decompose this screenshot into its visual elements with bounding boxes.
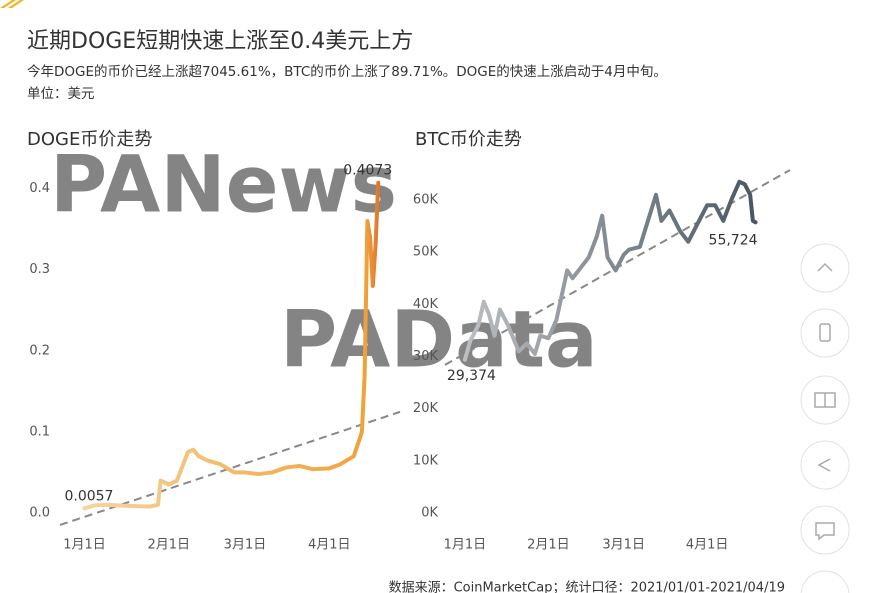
x-tick-label: 1月1日 bbox=[444, 538, 487, 553]
y-tick-label: 0.3 bbox=[29, 262, 50, 277]
watermark: PAData bbox=[280, 295, 598, 385]
y-tick-label: 0.2 bbox=[29, 343, 50, 358]
chart-title: DOGE币价走势 bbox=[27, 129, 152, 150]
side-toolbar bbox=[800, 243, 850, 593]
icon bbox=[819, 323, 831, 342]
share-button[interactable] bbox=[800, 440, 850, 490]
logo-stripes bbox=[0, 0, 24, 8]
x-tick-label: 2月1日 bbox=[148, 538, 191, 553]
price-line bbox=[462, 179, 758, 362]
y-tick-label: 0.1 bbox=[29, 424, 50, 439]
y-tick-label: 0.0 bbox=[29, 505, 50, 520]
source-note: 数据来源：CoinMarketCap；统计口径：2021/01/01-2021/… bbox=[389, 581, 785, 593]
y-tick-label: 40K bbox=[413, 297, 439, 312]
chart-title: BTC币价走势 bbox=[415, 129, 522, 150]
x-tick-label: 1月1日 bbox=[63, 538, 106, 553]
x-tick-label: 3月1日 bbox=[602, 538, 645, 553]
y-tick-label: 50K bbox=[413, 245, 439, 260]
x-tick-label: 2月1日 bbox=[527, 538, 570, 553]
value-label: 0.0057 bbox=[64, 488, 113, 504]
icon bbox=[817, 458, 831, 472]
x-tick-label: 4月1日 bbox=[686, 538, 729, 553]
value-label: 55,724 bbox=[709, 232, 758, 248]
page-title: 近期DOGE短期快速上涨至0.4美元上方 bbox=[27, 29, 413, 54]
unit: 单位：美元 bbox=[27, 86, 95, 102]
y-tick-label: 10K bbox=[413, 453, 439, 468]
y-tick-label: 20K bbox=[413, 401, 439, 416]
back-to-top-button[interactable] bbox=[800, 243, 850, 293]
y-tick-label: 0K bbox=[421, 505, 438, 520]
y-tick-label: 60K bbox=[413, 192, 439, 207]
icon bbox=[817, 262, 833, 272]
x-tick-label: 3月1日 bbox=[224, 538, 267, 553]
more-button[interactable] bbox=[800, 570, 850, 593]
value-label: 29,374 bbox=[447, 368, 496, 384]
x-tick-label: 4月1日 bbox=[308, 538, 351, 553]
icon bbox=[815, 522, 835, 541]
value-label: 0.4073 bbox=[343, 163, 392, 179]
watermark: PANews bbox=[50, 140, 397, 230]
y-tick-label: 0.4 bbox=[29, 181, 50, 196]
y-tick-label: 30K bbox=[413, 349, 439, 364]
mobile-button[interactable] bbox=[800, 308, 850, 358]
price-line bbox=[82, 180, 381, 511]
comment-button[interactable] bbox=[800, 505, 850, 555]
subtitle: 今年DOGE的币价已经上涨超7045.61%，BTC的币价上涨了89.71%。D… bbox=[27, 64, 667, 80]
icon bbox=[814, 392, 836, 408]
